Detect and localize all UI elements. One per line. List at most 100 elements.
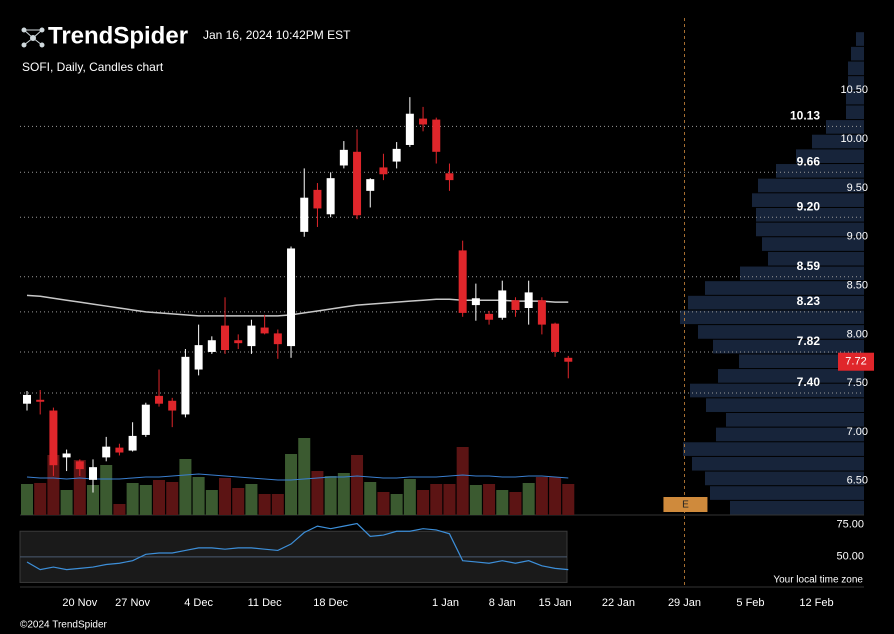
x-tick-label: 1 Jan — [432, 597, 459, 609]
volume-bar — [549, 477, 562, 515]
volume-bar — [34, 483, 47, 515]
candle-body — [379, 167, 388, 175]
y-tick-label: 6.50 — [847, 475, 868, 487]
candle-body — [247, 325, 256, 347]
volume-bar — [443, 484, 456, 515]
volume-profile-bar — [762, 237, 864, 251]
volume-bar — [522, 483, 535, 515]
volume-profile-bar — [713, 339, 864, 354]
candle-body — [366, 179, 375, 191]
y-tick-label: 9.50 — [847, 182, 868, 194]
candle-body — [564, 357, 573, 362]
volume-bar — [377, 492, 390, 515]
chart-title: SOFI, Daily, Candles chart — [22, 60, 164, 74]
volume-profile-bar — [683, 442, 864, 456]
logo-icon — [21, 27, 45, 48]
level-label: 10.13 — [790, 109, 820, 123]
volume-profile-bar — [706, 398, 864, 412]
volume-bar — [205, 490, 218, 515]
candle-body — [260, 327, 269, 334]
volume-bar — [562, 484, 575, 515]
volume-bar — [126, 483, 139, 515]
candle-body — [194, 345, 203, 370]
volume-profile-bar — [705, 281, 864, 295]
volume-profile-bar — [756, 222, 864, 237]
volume-profile-bar — [698, 325, 864, 339]
candle-body — [102, 446, 111, 458]
candle-body — [207, 340, 216, 352]
y-tick-label: 9.00 — [847, 231, 868, 243]
volume-bar — [245, 484, 258, 515]
candle-body — [498, 290, 507, 318]
volume-profile-bar — [692, 456, 864, 471]
level-label: 7.82 — [797, 334, 821, 348]
level-label: 8.23 — [797, 294, 821, 308]
volume-bar — [298, 438, 311, 515]
volume-bar — [390, 494, 403, 515]
candle-body — [339, 149, 348, 166]
volume-profile-bar — [688, 295, 864, 310]
volume-bar — [232, 488, 245, 515]
volume-bar — [469, 485, 482, 515]
x-tick-label: 27 Nov — [115, 597, 150, 609]
candle-body — [485, 313, 494, 320]
y-tick-label: 7.50 — [847, 377, 868, 389]
volume-profile-bar — [812, 134, 864, 149]
volume-profile-bar — [776, 164, 864, 178]
volume-bar — [47, 455, 60, 515]
volume-profile-bar — [856, 32, 864, 46]
x-tick-label: 11 Dec — [248, 597, 283, 609]
earnings-label: E — [682, 500, 689, 511]
y-tick-label: 10.50 — [840, 84, 868, 96]
rsi-tick-label: 50.00 — [836, 551, 864, 563]
candle-body — [75, 461, 84, 470]
volume-profile-bar — [796, 149, 864, 164]
candle-body — [471, 298, 480, 306]
volume-profile-bar — [716, 427, 864, 442]
x-tick-label: 20 Nov — [62, 597, 97, 609]
volume-bar — [219, 478, 232, 515]
volume-bar — [60, 490, 73, 515]
candle-body — [458, 250, 467, 313]
volume-bar — [311, 471, 324, 515]
earnings-marker — [663, 497, 708, 512]
volume-profile-bar — [726, 412, 864, 427]
candle-body — [313, 189, 322, 209]
candle-body — [392, 148, 401, 162]
candle-body — [128, 435, 137, 451]
volume-bar — [192, 477, 205, 515]
rsi-tick-label: 75.00 — [836, 519, 864, 531]
level-label: 7.40 — [797, 375, 821, 389]
volume-profile-bar — [752, 193, 864, 207]
candle-body — [141, 404, 150, 435]
candle-body — [155, 395, 164, 404]
volume-bar — [285, 454, 298, 515]
candle-body — [273, 333, 282, 345]
candle-body — [49, 410, 58, 466]
y-tick-label: 8.50 — [847, 279, 868, 291]
candle-body — [221, 325, 230, 350]
volume-bar — [271, 494, 284, 515]
volume-bar — [73, 460, 86, 515]
volume-ma-line — [26, 473, 569, 481]
last-price-label: 7.72 — [845, 356, 866, 368]
candle-body — [353, 151, 362, 216]
candle-body — [445, 173, 454, 181]
level-label: 9.20 — [797, 199, 821, 213]
level-label: 9.66 — [797, 154, 821, 168]
candle-body — [419, 118, 428, 125]
x-tick-label: 15 Jan — [539, 597, 572, 609]
volume-profile-bar — [690, 383, 864, 398]
candle-body — [551, 323, 560, 352]
candle-body — [326, 178, 335, 215]
volume-bar — [417, 490, 430, 515]
candle-body — [524, 292, 533, 309]
x-tick-label: 29 Jan — [668, 597, 701, 609]
x-tick-label: 4 Dec — [184, 597, 213, 609]
candle-body — [62, 453, 71, 458]
x-tick-label: 8 Jan — [489, 597, 516, 609]
volume-profile-bar — [718, 369, 864, 383]
volume-profile-bar — [846, 105, 864, 120]
level-label: 8.59 — [797, 259, 821, 273]
volume-bar — [153, 480, 166, 515]
